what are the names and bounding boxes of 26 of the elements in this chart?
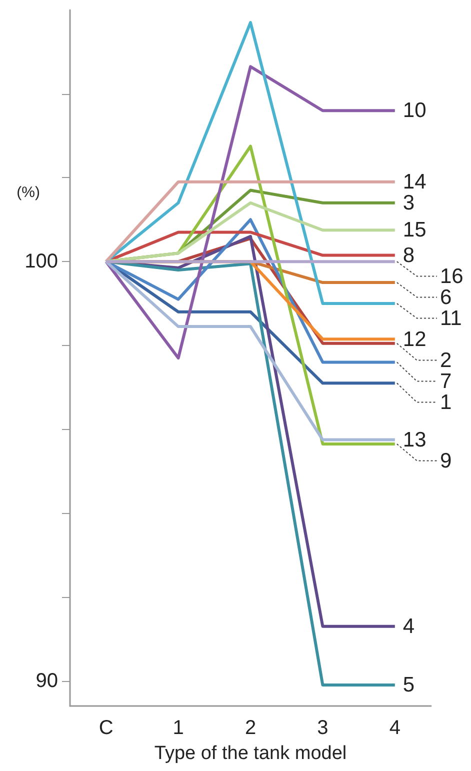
text: 2 — [440, 348, 452, 372]
text: 11 — [440, 306, 462, 330]
y-tick-label: 90 — [36, 670, 58, 692]
series-label: 13 — [402, 428, 426, 452]
x-tick-label: 1 — [172, 717, 184, 739]
text: 7 — [440, 370, 452, 393]
line-series — [104, 65, 396, 360]
series-label: 4 — [402, 614, 415, 638]
y-tick-label: 100 — [24, 250, 58, 273]
series-label: 8 — [402, 244, 415, 267]
x-tick-label: 2 — [244, 717, 256, 739]
y-axis-title: (%) — [16, 184, 40, 201]
text: 1 — [440, 390, 452, 414]
series-label: 14 — [402, 170, 427, 194]
text: 16 — [440, 264, 464, 288]
series-label: 10 — [402, 99, 426, 122]
series-label: 3 — [402, 191, 415, 214]
x-tick-label: C — [98, 717, 114, 739]
x-tick-label: 4 — [389, 717, 400, 739]
text: 9 — [440, 449, 452, 472]
x-tick-label: 3 — [317, 717, 328, 739]
text: 6 — [440, 286, 452, 309]
series-label: 5 — [402, 674, 415, 697]
x-axis-title: Type of the tank model — [154, 743, 347, 764]
series-label: 15 — [402, 218, 426, 242]
series-label: 12 — [402, 328, 426, 351]
